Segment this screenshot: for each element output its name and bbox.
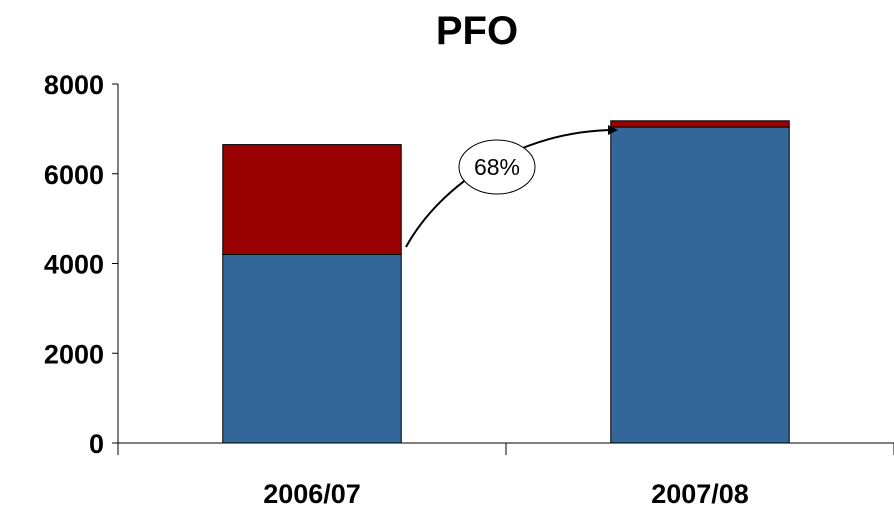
y-tick-label: 8000 bbox=[44, 70, 104, 100]
y-tick-label: 6000 bbox=[44, 160, 104, 190]
y-tick-label: 2000 bbox=[44, 339, 104, 369]
bar-segment-2006-07-series-1 bbox=[222, 254, 402, 444]
chart-title: PFO bbox=[436, 9, 518, 53]
growth-bubble bbox=[458, 139, 536, 195]
y-axis-ticks: 0 2000 4000 6000 8000 bbox=[44, 70, 118, 459]
x-category-label: 2007/08 bbox=[651, 479, 749, 509]
bar-segment-2006-07-series-2 bbox=[222, 144, 402, 256]
x-category-label: 2006/07 bbox=[263, 479, 361, 509]
x-axis-labels: 2006/07 2007/08 bbox=[117, 443, 894, 509]
y-tick-label: 0 bbox=[89, 429, 104, 459]
bar-segment-2007-08-series-2 bbox=[610, 120, 790, 128]
bars bbox=[222, 120, 790, 444]
growth-percent-label: 68% bbox=[474, 154, 520, 180]
bar-segment-2007-08-series-1 bbox=[610, 126, 790, 444]
y-tick-label: 4000 bbox=[44, 250, 104, 280]
